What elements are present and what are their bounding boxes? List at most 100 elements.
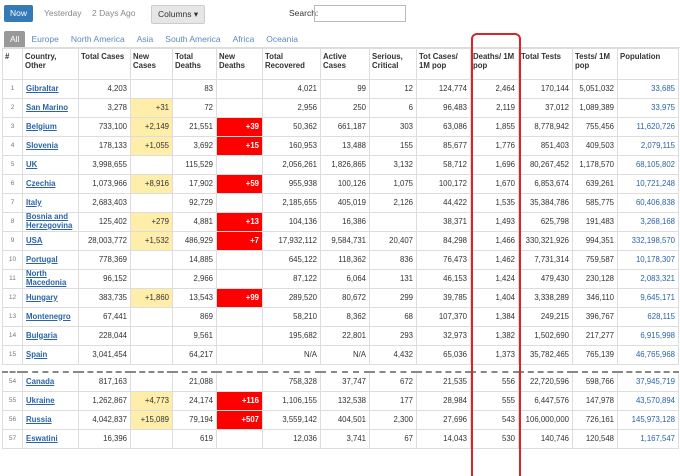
country-link[interactable]: Russia	[22, 410, 79, 430]
two-days-button[interactable]: 2 Days Ago	[92, 8, 136, 18]
cell: 6	[369, 98, 417, 118]
cell: 37,012	[518, 98, 573, 118]
cell	[216, 155, 263, 175]
country-link[interactable]: Spain	[22, 345, 79, 365]
region-tab[interactable]: All	[4, 31, 26, 47]
table-row: 13 Montenegro 67,441 869 58,210 8,362 68 107,37…	[2, 307, 679, 327]
country-link[interactable]: Bosnia and Herzegovina	[22, 212, 79, 232]
cell: 639,261	[572, 174, 618, 194]
cell: 35,782,465	[518, 345, 573, 365]
table-row: 1 Gibraltar 4,203 83 4,021 99 12 124,774 2,464 17…	[2, 79, 679, 99]
cell: 289,520	[262, 288, 321, 308]
cell: 1,855	[470, 117, 519, 137]
now-button[interactable]: Now	[4, 5, 34, 22]
cell: 3,692	[172, 136, 217, 156]
table-row: 10 Portugal 778,369 14,885 645,122 118,362 836…	[2, 250, 679, 270]
column-header: Deaths/ 1M pop	[470, 48, 519, 80]
country-link[interactable]: USA	[22, 231, 79, 251]
table-body: 1 Gibraltar 4,203 83 4,021 99 12 124,774 2,464 17…	[2, 79, 679, 449]
country-link[interactable]: San Marino	[22, 98, 79, 118]
cell: 60,406,838	[617, 193, 679, 213]
country-link[interactable]: Canada	[22, 371, 79, 392]
cell: 17,932,112	[262, 231, 321, 251]
column-header: #	[2, 48, 23, 80]
table-row: 55 Ukraine 1,262,867 +4,773 24,174 +116 1,106,…	[2, 391, 679, 411]
cell: 131	[369, 269, 417, 289]
column-header: Total Cases	[78, 48, 131, 80]
cell: 4,881	[172, 212, 217, 232]
cell: 124,774	[416, 79, 471, 99]
column-header: Country, Other	[22, 48, 79, 80]
cell	[216, 371, 263, 392]
cell: +13	[216, 212, 263, 232]
cell: 755,456	[572, 117, 618, 137]
cell: +1,860	[130, 288, 173, 308]
country-link[interactable]: Bulgaria	[22, 326, 79, 346]
cell: 85,677	[416, 136, 471, 156]
cell: 726,161	[572, 410, 618, 430]
region-tab[interactable]: South America	[165, 34, 221, 44]
cell: 332,198,570	[617, 231, 679, 251]
country-link[interactable]: Belgium	[22, 117, 79, 137]
country-link[interactable]: Portugal	[22, 250, 79, 270]
region-tab[interactable]: Asia	[136, 34, 154, 44]
cell: 145,973,128	[617, 410, 679, 430]
country-link[interactable]: Ukraine	[22, 391, 79, 411]
table-row: 54 Canada 817,163 21,088 758,328 37,747 672 21,…	[2, 371, 679, 392]
cell: +1,532	[130, 231, 173, 251]
cell: 851,403	[518, 136, 573, 156]
region-tab[interactable]: Europe	[31, 34, 59, 44]
country-link[interactable]: Czechia	[22, 174, 79, 194]
cell: 106,000,000	[518, 410, 573, 430]
columns-button[interactable]: Columns ▾	[151, 5, 206, 24]
cell	[216, 269, 263, 289]
country-link[interactable]: North Macedonia	[22, 269, 79, 289]
cell: 625,798	[518, 212, 573, 232]
cell: 33,685	[617, 79, 679, 99]
cell: 4,021	[262, 79, 321, 99]
cell	[216, 345, 263, 365]
cell: 92,729	[172, 193, 217, 213]
region-tab[interactable]: North America	[70, 34, 125, 44]
table-row: 9 USA 28,003,772 +1,532 486,929 +7 17,932,112 9…	[2, 231, 679, 251]
country-link[interactable]: Hungary	[22, 288, 79, 308]
region-tab[interactable]: Africa	[232, 34, 255, 44]
country-link[interactable]: UK	[22, 155, 79, 175]
cell	[130, 250, 173, 270]
separator-row	[2, 364, 679, 373]
cell: 87,122	[262, 269, 321, 289]
cell	[216, 98, 263, 118]
country-link[interactable]: Gibraltar	[22, 79, 79, 99]
cell: 3,132	[369, 155, 417, 175]
cell: 619	[172, 429, 217, 449]
cell: 80,672	[320, 288, 370, 308]
cell: 250	[320, 98, 370, 118]
cell: +8,916	[130, 174, 173, 194]
yesterday-button[interactable]: Yesterday	[44, 8, 82, 18]
column-header: Tests/ 1M pop	[572, 48, 618, 80]
country-link[interactable]: Eswatini	[22, 429, 79, 449]
cell: 2,185,655	[262, 193, 321, 213]
cell: +1,055	[130, 136, 173, 156]
country-link[interactable]: Italy	[22, 193, 79, 213]
cell: 6,064	[320, 269, 370, 289]
cell: 147,978	[572, 391, 618, 411]
table-row: 8 Bosnia and Herzegovina 125,402 +279 4,881 +…	[2, 212, 679, 232]
country-link[interactable]: Slovenia	[22, 136, 79, 156]
cell: 22,720,596	[518, 371, 573, 392]
rank: 54	[2, 371, 23, 392]
country-link[interactable]: Montenegro	[22, 307, 79, 327]
cell: 303	[369, 117, 417, 137]
cell: 869	[172, 307, 217, 327]
cell: 14,885	[172, 250, 217, 270]
column-header: Tot Cases/ 1M pop	[416, 48, 471, 80]
search-input[interactable]	[314, 5, 406, 22]
column-header: Serious, Critical	[369, 48, 417, 80]
cell: +99	[216, 288, 263, 308]
cell: +4,773	[130, 391, 173, 411]
cell: N/A	[262, 345, 321, 365]
region-tab[interactable]: Oceania	[266, 34, 298, 44]
cell: 178,133	[78, 136, 131, 156]
column-header: Total Recovered	[262, 48, 321, 80]
column-header: Active Cases	[320, 48, 370, 80]
